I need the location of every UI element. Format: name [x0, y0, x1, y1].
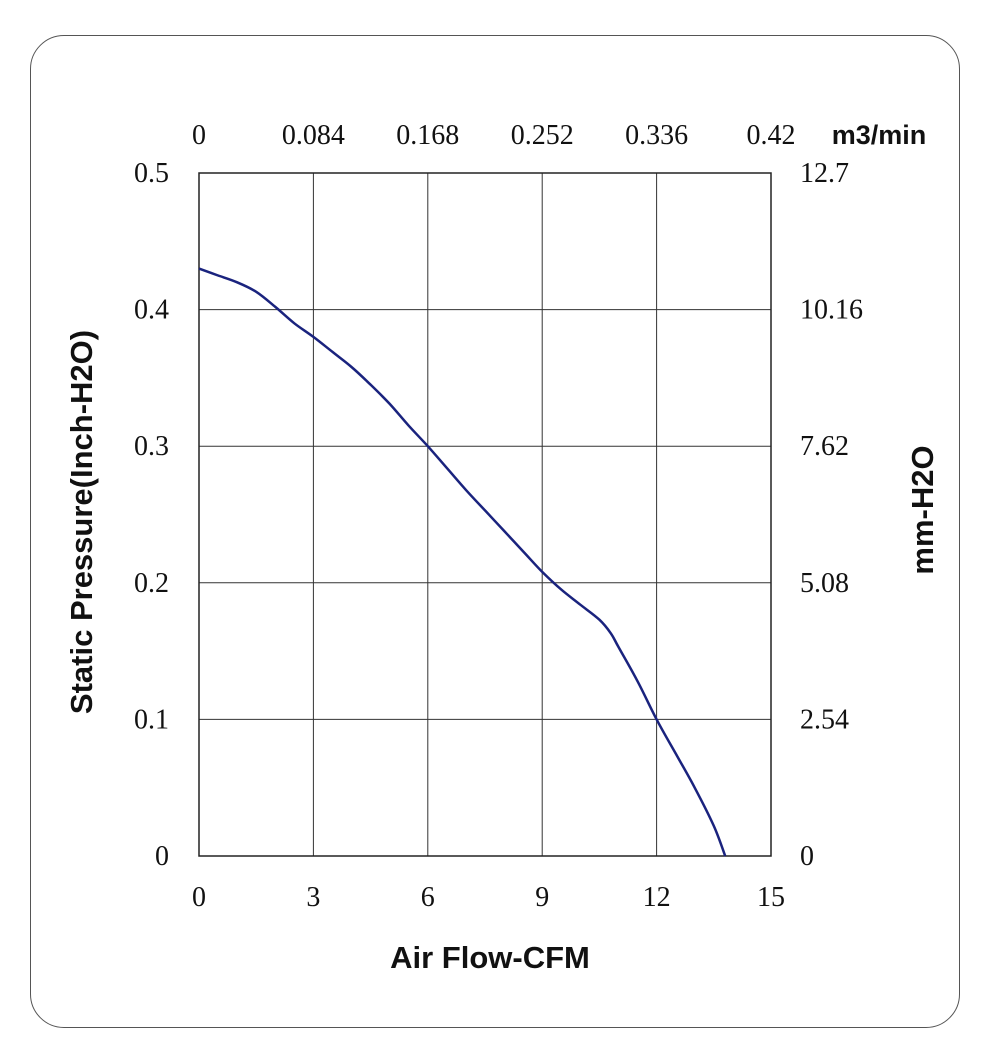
left-tick-labels: 0 0.1 0.2 0.3 0.4 0.5 — [134, 158, 169, 872]
right-tick-label: 0 — [800, 841, 814, 872]
top-axis-unit: m3/min — [832, 120, 927, 150]
right-tick-label: 12.7 — [800, 158, 849, 189]
top-tick-label: 0.168 — [396, 120, 459, 151]
left-axis-label: Static Pressure(Inch-H2O) — [64, 330, 99, 714]
top-tick-label: 0.252 — [511, 120, 574, 151]
y-tick-label: 0.1 — [134, 704, 169, 735]
right-tick-label: 10.16 — [800, 295, 863, 326]
y-tick-label: 0.5 — [134, 158, 169, 189]
right-tick-label: 5.08 — [800, 568, 849, 599]
bottom-tick-labels: 0 3 6 9 12 15 — [192, 882, 785, 913]
top-tick-label: 0.084 — [282, 120, 345, 151]
x-tick-label: 9 — [535, 882, 549, 913]
x-tick-label: 3 — [306, 882, 320, 913]
right-tick-label: 2.54 — [800, 704, 849, 735]
x-tick-label: 0 — [192, 882, 206, 913]
right-tick-label: 7.62 — [800, 431, 849, 462]
x-tick-label: 6 — [421, 882, 435, 913]
y-tick-label: 0.3 — [134, 431, 169, 462]
y-tick-label: 0.4 — [134, 295, 169, 326]
top-tick-label: 0.42 — [747, 120, 796, 151]
right-axis-label: mm-H2O — [905, 445, 940, 574]
x-axis-label: Air Flow-CFM — [390, 940, 590, 975]
x-tick-label: 15 — [757, 882, 785, 913]
chart-frame — [30, 35, 960, 1028]
y-tick-label: 0.2 — [134, 568, 169, 599]
right-tick-labels: 0 2.54 5.08 7.62 10.16 12.7 — [800, 158, 863, 872]
plot-border — [198, 172, 772, 857]
pressure-curve — [198, 267, 727, 857]
top-tick-labels: 0 0.084 0.168 0.252 0.336 0.42 — [192, 120, 796, 151]
y-tick-label: 0 — [155, 841, 169, 872]
x-tick-label: 12 — [643, 882, 671, 913]
grid — [199, 173, 771, 856]
top-tick-label: 0 — [192, 120, 206, 151]
top-tick-label: 0.336 — [625, 120, 688, 151]
